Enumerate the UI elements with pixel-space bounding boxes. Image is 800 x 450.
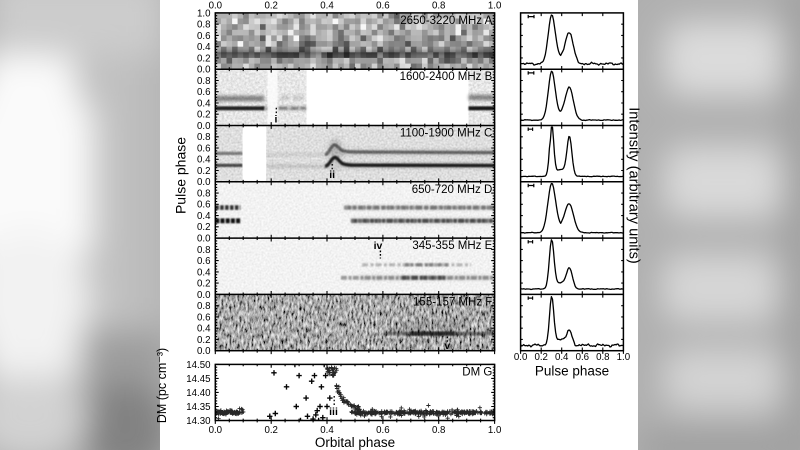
svg-text:0.8: 0.8 — [197, 20, 210, 31]
svg-text:0.4: 0.4 — [197, 324, 211, 335]
svg-text:1.0: 1.0 — [488, 1, 502, 12]
svg-text:14.40: 14.40 — [186, 388, 211, 399]
svg-text:Pulse phase: Pulse phase — [535, 364, 609, 379]
svg-text:0.2: 0.2 — [197, 279, 210, 290]
svg-text:Pulse phase: Pulse phase — [173, 137, 189, 214]
svg-text:14.50: 14.50 — [186, 360, 211, 371]
svg-text:0.0: 0.0 — [209, 1, 223, 12]
svg-text:0.4: 0.4 — [320, 1, 334, 12]
svg-text:1.0: 1.0 — [197, 8, 211, 19]
svg-text:14.45: 14.45 — [186, 374, 210, 385]
svg-text:0.8: 0.8 — [432, 1, 445, 12]
svg-text:0.6: 0.6 — [197, 87, 210, 98]
svg-text:1.0: 1.0 — [488, 425, 502, 436]
svg-text:0.8: 0.8 — [197, 245, 210, 256]
svg-text:0.2: 0.2 — [197, 110, 210, 121]
svg-text:0.2: 0.2 — [264, 1, 277, 12]
svg-text:1600-2400 MHz B: 1600-2400 MHz B — [400, 71, 493, 83]
svg-text:iii: iii — [329, 406, 338, 418]
svg-text:0.0: 0.0 — [197, 65, 211, 76]
svg-text:0.6: 0.6 — [197, 143, 210, 154]
svg-text:0.8: 0.8 — [197, 76, 210, 87]
svg-text:0.8: 0.8 — [432, 425, 445, 436]
svg-text:0.8: 0.8 — [197, 132, 210, 143]
svg-text:0.6: 0.6 — [376, 425, 389, 436]
svg-text:345-355 MHz E: 345-355 MHz E — [412, 240, 492, 252]
svg-text:0.4: 0.4 — [197, 267, 211, 278]
svg-text:0.0: 0.0 — [197, 177, 211, 188]
svg-text:0.2: 0.2 — [197, 335, 210, 346]
svg-text:0.2: 0.2 — [197, 222, 210, 233]
svg-text:0.6: 0.6 — [576, 352, 589, 363]
svg-text:0.0: 0.0 — [197, 346, 211, 357]
svg-text:0.4: 0.4 — [320, 425, 334, 436]
svg-text:14.35: 14.35 — [186, 402, 210, 413]
svg-text:155-157 MHz F: 155-157 MHz F — [413, 296, 492, 308]
svg-text:0.4: 0.4 — [197, 155, 211, 166]
svg-text:0.0: 0.0 — [514, 352, 528, 363]
svg-text:0.4: 0.4 — [197, 42, 211, 53]
svg-text:ii: ii — [329, 169, 335, 181]
svg-text:2650-3220 MHz A: 2650-3220 MHz A — [400, 15, 492, 27]
svg-text:0.0: 0.0 — [197, 121, 211, 132]
svg-text:Orbital phase: Orbital phase — [315, 435, 395, 450]
svg-text:0.4: 0.4 — [197, 98, 211, 109]
svg-text:1.0: 1.0 — [617, 352, 631, 363]
svg-text:0.0: 0.0 — [197, 290, 211, 301]
svg-text:0.6: 0.6 — [197, 312, 210, 323]
svg-text:0.0: 0.0 — [197, 234, 211, 245]
svg-text:0.8: 0.8 — [197, 189, 210, 200]
svg-text:0.6: 0.6 — [376, 1, 389, 12]
svg-text:0.2: 0.2 — [197, 166, 210, 177]
svg-text:650-720 MHz D: 650-720 MHz D — [412, 184, 493, 196]
svg-text:0.8: 0.8 — [596, 352, 609, 363]
svg-text:0.0: 0.0 — [209, 425, 223, 436]
svg-text:Intensity (arbitrary units): Intensity (arbitrary units) — [626, 107, 642, 264]
svg-text:0.2: 0.2 — [197, 53, 210, 64]
svg-text:0.2: 0.2 — [534, 352, 547, 363]
svg-text:0.6: 0.6 — [197, 31, 210, 42]
svg-text:iv: iv — [374, 240, 383, 252]
svg-text:DM (pc cm⁻³): DM (pc cm⁻³) — [155, 348, 169, 423]
svg-text:i: i — [275, 113, 278, 125]
svg-text:0.4: 0.4 — [197, 211, 211, 222]
svg-text:0.6: 0.6 — [197, 256, 210, 267]
svg-text:0.8: 0.8 — [197, 301, 210, 312]
svg-text:v: v — [444, 340, 450, 352]
svg-text:1100-1900 MHz C: 1100-1900 MHz C — [400, 128, 492, 140]
svg-text:0.6: 0.6 — [197, 200, 210, 211]
svg-text:0.2: 0.2 — [264, 425, 277, 436]
svg-text:0.4: 0.4 — [555, 352, 569, 363]
svg-text:14.30: 14.30 — [186, 416, 211, 427]
svg-text:DM G: DM G — [462, 366, 492, 378]
